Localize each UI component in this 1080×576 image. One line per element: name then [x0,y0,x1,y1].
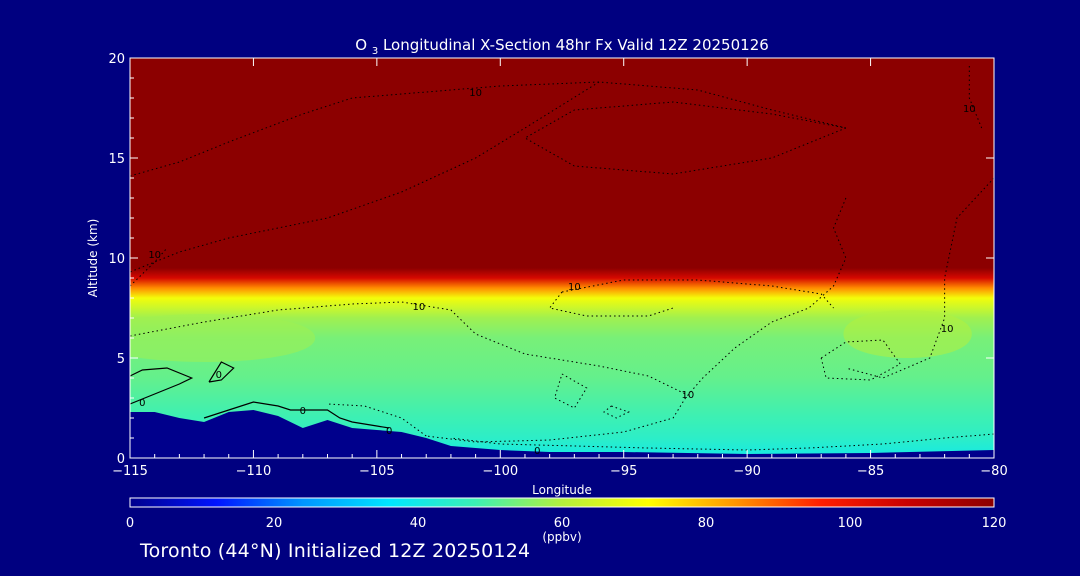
contour-line [603,405,630,419]
contour-label: 10 [963,104,976,115]
contour-line [845,177,994,379]
y-tick-label: 20 [108,52,125,67]
colorbar-unit-label: (ppbv) [542,530,581,544]
colorbar-tick-label: 100 [838,516,863,531]
contour-label: 0 [300,406,306,417]
contour-line [130,301,686,395]
contour-line [327,403,427,437]
title-main: O [355,36,367,54]
contour-label: 10 [568,282,581,293]
colorbar-ticks: 0 20 40 60 80 100 120 [126,516,1007,531]
x-tick-label: −105 [359,464,395,479]
ozone-high-pocket [130,314,316,362]
contour-label: 0 [139,398,145,409]
contour-label: 0 [386,426,392,437]
contour-line [553,373,588,409]
contour-line [208,361,235,383]
contour-label: 0 [534,446,540,457]
chart-title: O 3 Longitudinal X-Section 48hr Fx Valid… [355,36,769,58]
ozone-high-pocket [843,310,972,358]
colorbar-tick-label: 60 [554,516,571,531]
contour-line [130,81,847,177]
x-tick-label: −100 [482,464,518,479]
x-tick-label: −80 [980,464,1007,479]
footer-caption: Toronto (44°N) Initialized 12Z 20250124 [140,540,531,562]
colorbar-tick-label: 40 [410,516,427,531]
colorbar-gradient [129,497,995,508]
title-rest: Longitudinal X-Section 48hr Fx Valid 12Z… [383,36,769,54]
terrain-mask [130,410,994,458]
x-axis: −115 −110 −105 −100 −95 −90 −85 −80 [112,58,1008,479]
contour-label: 10 [412,302,425,313]
contour-line [130,367,194,405]
x-tick-label: −110 [236,464,272,479]
y-tick-label: 10 [108,252,125,267]
y-tick-label: 5 [117,352,125,367]
contour-label: 10 [941,324,954,335]
x-tick-label: −95 [610,464,637,479]
title-subscript: 3 [372,46,378,57]
ozone-field [130,58,994,458]
contour-line [130,81,600,273]
x-tick-label: −85 [857,464,884,479]
y-axis-label: Altitude (km) [86,219,100,298]
contour-label: 10 [469,88,482,99]
contour-label: 10 [148,250,161,261]
x-tick-label: −90 [733,464,760,479]
contour-label: 0 [216,370,222,381]
colorbar-tick-label: 80 [698,516,715,531]
colorbar-tick-label: 0 [126,516,134,531]
x-tick-label: −115 [112,464,148,479]
colorbar-tick-label: 20 [266,516,283,531]
colorbar: 0 20 40 60 80 100 120 (ppbv) [126,497,1007,544]
x-axis-label: Longitude [532,483,592,497]
contour-line [426,197,847,443]
contour-line [968,66,983,129]
y-axis: 0 5 10 15 20 [108,52,994,467]
contour-lines [130,66,994,451]
contour-labels: 10 10 10 10 10 10 10 0 0 0 0 0 [139,88,976,457]
plot-area [130,58,994,458]
contour-label: 10 [682,390,695,401]
colorbar-tick-label: 120 [982,516,1007,531]
contour-line [523,101,847,175]
y-tick-label: 0 [117,452,125,467]
y-tick-label: 15 [108,152,125,167]
contour-line [203,401,390,429]
